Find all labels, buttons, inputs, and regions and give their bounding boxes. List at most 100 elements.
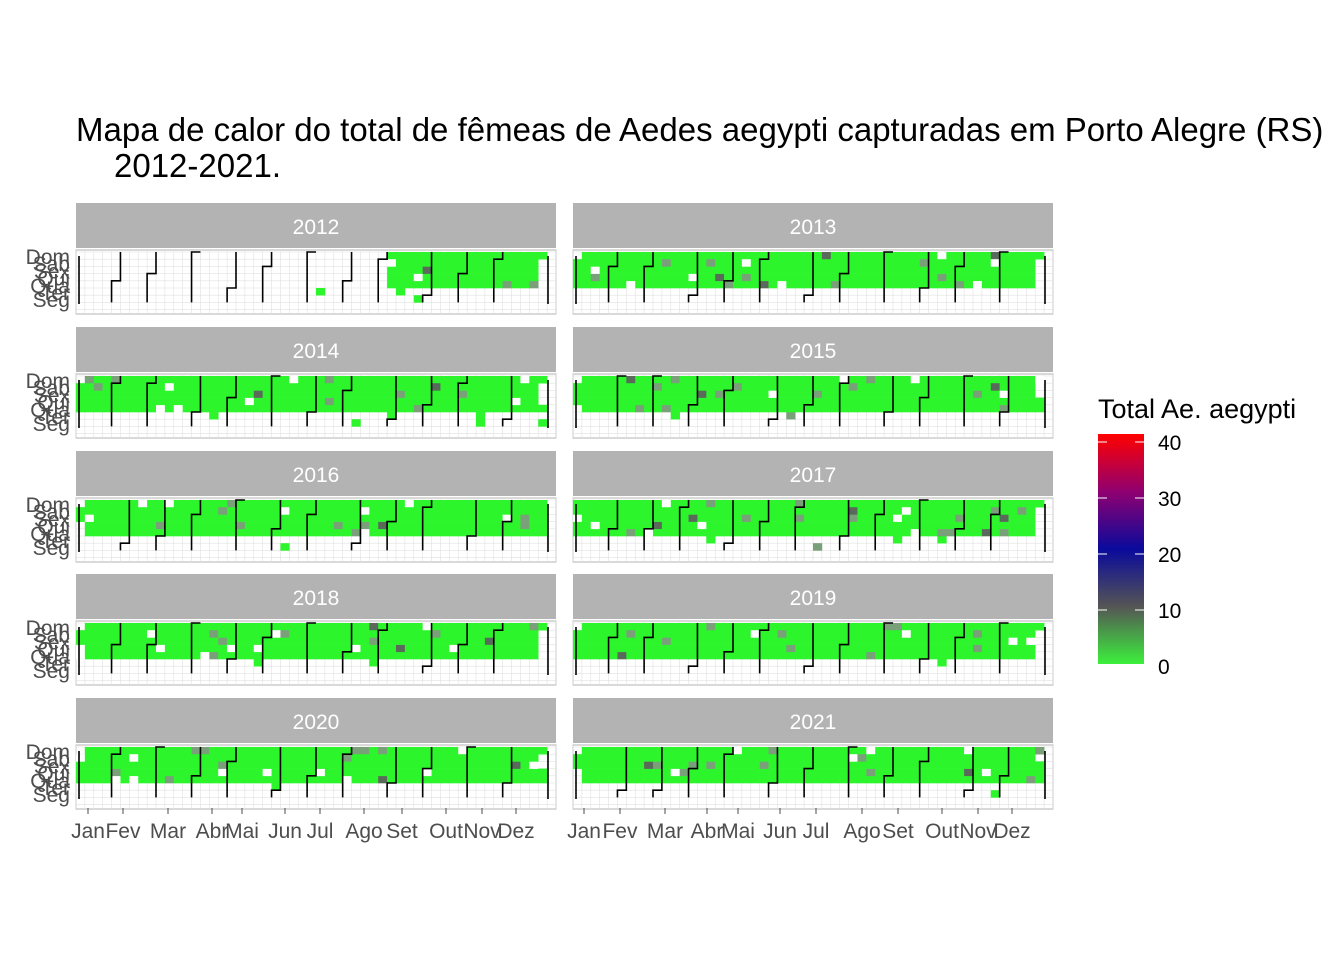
heatmap-cell (981, 754, 992, 762)
heatmap-cell (1008, 651, 1018, 660)
heatmap-cell (84, 747, 95, 755)
heatmap-cell (581, 404, 592, 413)
heatmap-cell (777, 376, 787, 384)
heatmap-cell (981, 404, 992, 413)
heatmap-cell (84, 630, 95, 638)
heatmap-cell (502, 397, 512, 406)
heatmap-cell (893, 623, 903, 631)
heatmap-cell (893, 397, 903, 406)
heatmap-cell (173, 775, 183, 784)
month-boundary (306, 500, 317, 551)
heatmap-cell (688, 507, 698, 515)
heatmap-cell (369, 514, 379, 522)
heatmap-cell (857, 397, 867, 406)
heatmap-cell (697, 404, 707, 413)
heatmap-cell (999, 404, 1009, 413)
heatmap-cell (449, 521, 459, 530)
heatmap-cell (1008, 273, 1018, 282)
heatmap-cell (928, 630, 938, 638)
heatmap-cell (644, 637, 654, 645)
heatmap-cell (866, 273, 876, 282)
heatmap-cell (599, 747, 609, 755)
heatmap-cell (706, 630, 716, 638)
heatmap-cell (476, 390, 486, 398)
heatmap-cell (218, 514, 228, 522)
heatmap-cell (884, 761, 894, 769)
heatmap-cell (928, 768, 938, 777)
heatmap-cell (750, 623, 760, 631)
heatmap-cell (848, 775, 858, 784)
heatmap-cell (449, 404, 459, 413)
heatmap-cell (786, 528, 796, 537)
month-boundary (607, 623, 619, 674)
heatmap-cell (164, 390, 175, 398)
heatmap-cell (590, 259, 600, 267)
month-boundary (643, 252, 654, 303)
heatmap-cell (813, 514, 823, 522)
heatmap-cell (342, 521, 352, 530)
heatmap-cell (866, 376, 876, 384)
heatmap-cell (387, 507, 397, 515)
heatmap-cell (458, 754, 468, 762)
heatmap-cell (431, 383, 441, 391)
heatmap-cell (999, 280, 1009, 289)
heatmap-cell (839, 507, 849, 515)
heatmap-cell (1026, 500, 1036, 508)
heatmap-cell (1026, 761, 1036, 769)
heatmap-cell (298, 500, 308, 508)
heatmap-cell (520, 252, 530, 260)
heatmap-cell (759, 259, 769, 267)
heatmap-cell (1026, 775, 1036, 784)
heatmap-cell (759, 383, 769, 391)
month-boundary (341, 376, 353, 427)
heatmap-cell (76, 651, 86, 660)
heatmap-cell (866, 761, 876, 769)
weekday-label: Qui (37, 392, 70, 415)
heatmap-cell (280, 768, 290, 777)
heatmap-cell (422, 390, 432, 398)
heatmap-cell (955, 528, 965, 537)
heatmap-cell (218, 507, 228, 515)
heatmap-cell (360, 507, 370, 515)
heatmap-cell (635, 273, 645, 282)
heatmap-cell (440, 500, 450, 508)
heatmap-cell (102, 775, 112, 784)
heatmap-cell (236, 623, 246, 631)
heatmap-cell (919, 775, 929, 784)
heatmap-cell (955, 280, 965, 289)
heatmap-cell (981, 528, 992, 537)
heatmap-cell (804, 768, 814, 777)
heatmap-cell (253, 768, 263, 777)
heatmap-cell (830, 514, 840, 522)
heatmap-cell (644, 266, 654, 274)
heatmap-cell (324, 637, 335, 645)
heatmap-cell (1017, 397, 1027, 406)
heatmap-cell (981, 651, 992, 660)
heatmap-cell (1017, 754, 1027, 762)
heatmap-cell (476, 500, 486, 508)
heatmap-cell (839, 252, 849, 260)
heatmap-cell (147, 747, 157, 755)
heatmap-cell (1008, 644, 1018, 653)
heatmap-cell (298, 644, 308, 653)
heatmap-cell (396, 514, 406, 522)
heatmap-cell (449, 397, 459, 406)
heatmap-cell (653, 404, 663, 413)
month-boundary (501, 376, 513, 427)
heatmap-cell (839, 390, 849, 398)
heatmap-cell (990, 651, 1000, 660)
month-boundary (838, 623, 850, 674)
heatmap-cell (608, 383, 618, 391)
heatmap-cell (670, 412, 680, 420)
heatmap-cell (298, 397, 308, 406)
heatmap-cell (173, 644, 183, 653)
heatmap-cell (413, 273, 423, 282)
heatmap-cell (581, 623, 592, 631)
heatmap-cell (821, 637, 832, 645)
heatmap-cell (307, 747, 317, 755)
heatmap-cell (1035, 747, 1045, 755)
heatmap-cell (733, 528, 743, 537)
heatmap-cell (830, 383, 840, 391)
month-boundary (687, 252, 699, 303)
heatmap-cell (467, 266, 477, 274)
